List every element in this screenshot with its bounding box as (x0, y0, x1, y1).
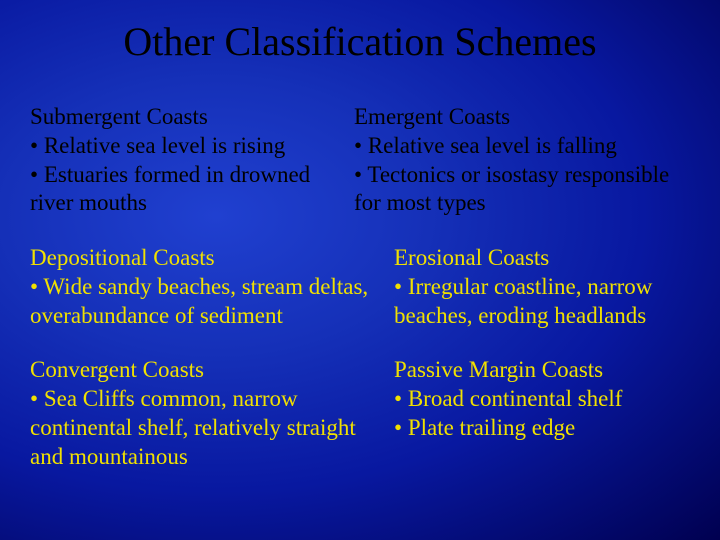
section-1: Submergent Coasts • Relative sea level i… (30, 103, 690, 218)
bullet-text: • Estuaries formed in drowned river mout… (30, 161, 340, 219)
submergent-bullets: • Relative sea level is rising • Estuari… (30, 132, 340, 218)
section-1-right: Emergent Coasts • Relative sea level is … (354, 103, 690, 218)
section-2-left: Depositional Coasts • Wide sandy beaches… (30, 244, 380, 330)
slide-container: Other Classification Schemes Submergent … (0, 0, 720, 517)
section-3-right: Passive Margin Coasts • Broad continenta… (394, 356, 690, 471)
bullet-text: • Wide sandy beaches, stream deltas, ove… (30, 273, 380, 331)
page-title: Other Classification Schemes (30, 18, 690, 65)
bullet-content: Broad continental shelf (408, 386, 623, 411)
convergent-bullets: • Sea Cliffs common, narrow continental … (30, 385, 380, 471)
section-1-left: Submergent Coasts • Relative sea level i… (30, 103, 340, 218)
section-2-right: Erosional Coasts • Irregular coastline, … (394, 244, 690, 330)
bullet-content: Sea Cliffs common, narrow continental sh… (30, 386, 356, 469)
erosional-bullets: • Irregular coastline, narrow beaches, e… (394, 273, 690, 331)
submergent-heading: Submergent Coasts (30, 103, 340, 132)
bullet-text: • Relative sea level is rising (30, 132, 340, 161)
bullet-content: Plate trailing edge (408, 415, 575, 440)
erosional-heading: Erosional Coasts (394, 244, 690, 273)
passive-heading: Passive Margin Coasts (394, 356, 690, 385)
bullet-content: Tectonics or isostasy responsible for mo… (354, 162, 669, 216)
bullet-content: Relative sea level is rising (44, 133, 285, 158)
bullet-content: Estuaries formed in drowned river mouths (30, 162, 310, 216)
bullet-text: • Plate trailing edge (394, 414, 690, 443)
emergent-heading: Emergent Coasts (354, 103, 690, 132)
bullet-content: Relative sea level is falling (368, 133, 617, 158)
bullet-text: • Tectonics or isostasy responsible for … (354, 161, 690, 219)
convergent-heading: Convergent Coasts (30, 356, 380, 385)
emergent-bullets: • Relative sea level is falling • Tecton… (354, 132, 690, 218)
bullet-text: • Relative sea level is falling (354, 132, 690, 161)
bullet-text: • Sea Cliffs common, narrow continental … (30, 385, 380, 471)
passive-bullets: • Broad continental shelf • Plate traili… (394, 385, 690, 443)
section-3-left: Convergent Coasts • Sea Cliffs common, n… (30, 356, 380, 471)
bullet-text: • Irregular coastline, narrow beaches, e… (394, 273, 690, 331)
bullet-content: Irregular coastline, narrow beaches, ero… (394, 274, 652, 328)
bullet-content: Wide sandy beaches, stream deltas, overa… (30, 274, 368, 328)
depositional-bullets: • Wide sandy beaches, stream deltas, ove… (30, 273, 380, 331)
bullet-text: • Broad continental shelf (394, 385, 690, 414)
section-3: Convergent Coasts • Sea Cliffs common, n… (30, 356, 690, 471)
depositional-heading: Depositional Coasts (30, 244, 380, 273)
section-2: Depositional Coasts • Wide sandy beaches… (30, 244, 690, 330)
